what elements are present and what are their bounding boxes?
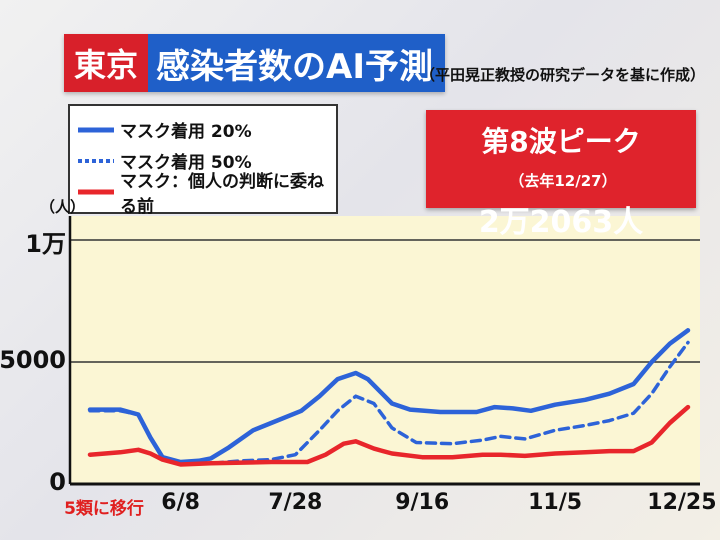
peak-value: 2万2063人 — [478, 205, 644, 240]
peak-box: 第8波ピーク （去年12/27） 2万2063人 — [426, 110, 696, 240]
y-unit-label: （人） — [40, 198, 86, 216]
source-note: （平田晃正教授の研究データを基に作成） — [420, 66, 706, 84]
x-tick-label: 11/5 — [528, 490, 583, 515]
legend-item-before: マスク：個人の判断に委ねる前 — [78, 172, 328, 217]
legend-swatch-red — [78, 189, 114, 194]
legend-swatch-solid-blue — [78, 127, 114, 132]
legend-item-mask-50: マスク着用 50% — [78, 145, 328, 176]
chart-title: 感染者数のAI予測 — [148, 34, 445, 92]
legend-label: マスク：個人の判断に委ねる前 — [120, 171, 324, 217]
peak-label: 第8波ピーク — [481, 125, 641, 158]
header-banner: 東京 感染者数のAI予測 — [64, 34, 445, 92]
x-tick-label: 9/16 — [395, 490, 450, 515]
peak-date-note: （去年12/27） — [509, 172, 617, 190]
y-tick-label: 5000 — [0, 346, 66, 374]
legend-item-mask-20: マスク着用 20% — [78, 114, 328, 145]
plot-area — [70, 216, 700, 484]
region-label: 東京 — [64, 34, 149, 92]
x-tick-label: 6/8 — [161, 490, 200, 515]
legend-swatch-dashed-blue — [78, 158, 114, 163]
y-tick-label: 1万 — [25, 230, 66, 258]
legend-label: マスク着用 50% — [120, 153, 252, 173]
x-tick-label: 5類に移行 — [64, 499, 144, 519]
legend: マスク着用 20% マスク着用 50% マスク：個人の判断に委ねる前 — [68, 104, 338, 217]
x-tick-label: 12/25 — [647, 490, 717, 515]
x-tick-label: 7/28 — [268, 490, 323, 515]
y-tick-label: 0 — [49, 468, 66, 496]
series-line-2 — [87, 404, 691, 467]
legend-label: マスク着用 20% — [120, 122, 252, 142]
